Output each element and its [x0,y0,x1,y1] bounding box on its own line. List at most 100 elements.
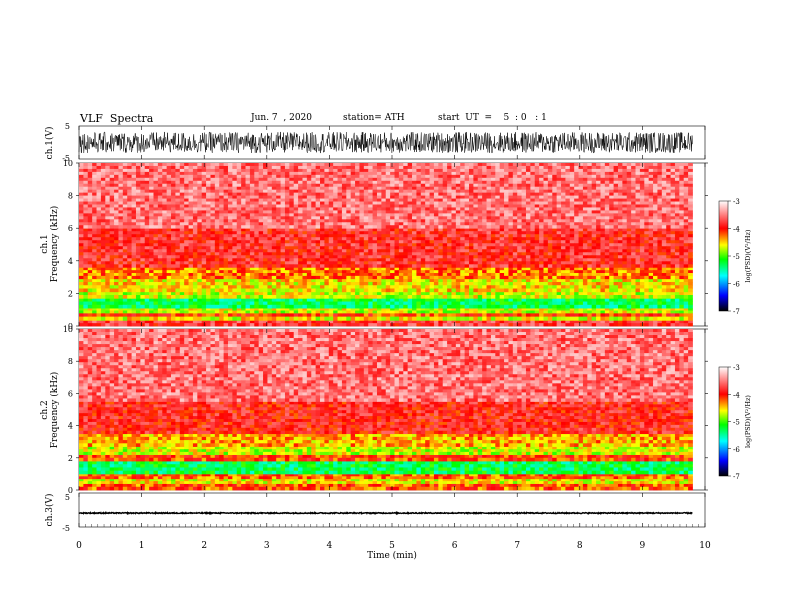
spectrogram-cell [359,255,365,259]
spectrogram-cell [298,291,303,296]
spectrogram-cell [118,316,124,321]
spectrogram-cell [679,275,685,280]
spectrogram-cell [87,264,93,268]
spectrogram-cell [302,310,308,314]
spectrogram-cell [298,234,303,238]
spectrogram-cell [582,295,588,299]
spectrogram-cell [521,264,527,268]
spectrogram-cell [315,234,321,238]
spectrogram-cell [622,310,628,314]
spectrogram-cell [184,301,189,306]
spectrogram-cell [644,237,650,241]
spectrogram-cell [670,285,676,289]
spectrogram-cell [596,246,601,250]
spectrogram-cell [390,320,395,324]
spectrogram-cell [263,308,268,311]
spectrogram-cell [425,261,430,265]
spectrogram-cell [153,288,159,293]
spectrogram-cell [320,270,325,274]
spectrogram-cell [587,285,593,289]
spectrogram-cell [429,310,435,314]
spectrogram-cell [552,291,558,296]
spectrogram-cell [346,310,352,314]
spectrogram-cell [412,288,417,293]
spectrogram-cell [175,275,181,280]
spectrogram-cell [688,312,693,317]
spectrogram-cell [162,308,168,311]
spectrogram-cell [412,255,417,259]
spectrogram-cell [346,171,352,176]
spectrogram-cell [433,270,439,274]
spectrogram-cell [157,258,163,262]
spectrogram-cell [438,163,444,167]
spectrogram-cell [582,165,588,170]
spectrogram-cell [79,171,84,176]
spectrogram-cell [355,252,360,256]
spectrogram-cell [394,234,400,238]
spectrogram-cell [188,316,194,321]
spectrogram-cell [482,278,487,283]
spectrogram-cell [284,304,290,309]
spectrogram-cell [280,291,286,296]
spectrogram-cell [149,231,154,235]
spectrogram-cell [420,288,426,293]
spectrogram-cell [617,298,623,302]
spectrogram-cell [363,323,369,327]
spectrogram-cell [337,237,343,241]
spectrogram-cell [674,273,680,277]
spectrogram-cell [223,301,229,306]
spectrogram-cell [635,285,641,289]
spectrogram-cell [530,304,536,309]
spectrogram-cell [359,281,365,286]
spectrogram-cell [214,301,220,306]
spectrogram-cell [328,231,334,235]
spectrogram-cell [688,288,693,293]
spectrogram-cell [416,320,422,324]
spectrogram-cell [175,252,181,256]
spectrogram-cell [626,295,632,299]
spectrogram-cell [157,310,163,314]
spectrogram-cell [464,273,470,277]
spectrogram-cell [582,281,588,286]
spectrogram-cell [635,228,641,232]
spectrogram-cell [320,249,325,253]
spectrogram-cell [153,301,159,306]
spectrogram-cell [525,168,531,173]
spectrogram-cell [157,243,163,247]
spectrogram-cell [315,237,321,241]
spectrogram-cell [556,275,562,280]
spectrogram-cell [315,168,321,173]
spectrogram-cell [653,246,658,250]
spectrogram-cell [175,237,181,241]
spectrogram-cell [83,168,89,173]
spectrogram-cell [556,243,562,247]
spectrogram-cell [232,243,238,247]
spectrogram-cell [249,323,255,327]
spectrogram-cell [429,165,435,170]
spectrogram-cell [407,240,413,244]
spectrogram-cell [131,285,137,289]
spectrogram-cell [337,323,343,327]
spectrogram-cell [477,249,483,253]
spectrogram-cell [556,278,562,283]
spectrogram-cell [306,281,312,286]
spectrogram-cell [653,291,658,296]
spectrogram-cell [87,246,93,250]
spectrogram-cell [587,278,593,283]
spectrogram-cell [517,308,522,311]
spectrogram-cell [622,249,628,253]
spectrogram-cell [433,249,439,253]
spectrogram-cell [214,240,220,244]
spectrogram-cell [455,261,461,265]
spectrogram-cell [245,298,251,302]
spectrogram-cell [118,285,124,289]
spectrogram-cell [324,264,330,268]
spectrogram-cell [490,165,496,170]
spectrogram-cell [254,171,260,176]
spectrogram-cell [469,267,474,271]
spectrogram-cell [394,267,400,271]
spectrogram-cell [227,278,233,283]
spectrogram-cell [482,291,487,296]
spectrogram-cell [381,312,387,317]
spectrogram-cell [341,237,347,241]
